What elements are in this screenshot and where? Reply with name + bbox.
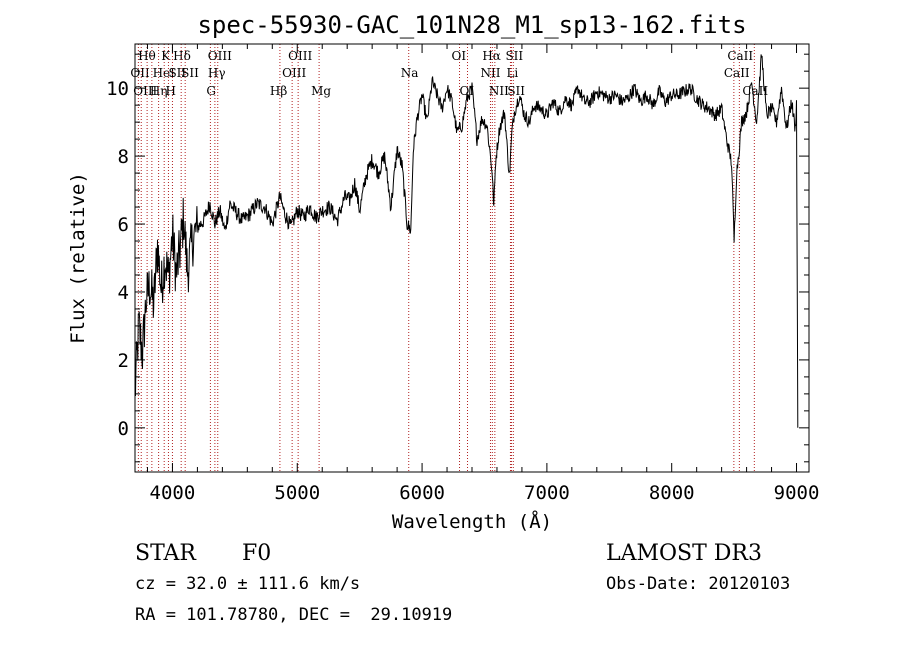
line-marker-label: NII — [480, 66, 500, 80]
line-marker-label: SII — [181, 66, 199, 80]
y-tick-label: 0 — [118, 418, 129, 440]
coordinates: RA = 101.78780, DEC = 29.10919 — [135, 605, 452, 625]
flux-series — [134, 54, 799, 428]
y-tick-label: 4 — [118, 282, 129, 304]
axes: 4000 5000 6000 7000 8000 9000 0 2 4 6 8 10 — [106, 44, 819, 504]
chart-title: spec-55930-GAC_101N28_M1_sp13-162.fits — [197, 11, 746, 39]
x-tick-label: 8000 — [649, 482, 695, 504]
y-tick-label: 8 — [118, 146, 129, 168]
observation-date: Obs-Date: 20120103 — [606, 574, 790, 594]
line-marker-label: Mg — [311, 84, 331, 98]
redshift-cz: cz = 32.0 ± 111.6 km/s — [135, 574, 360, 594]
line-marker-label: Hα — [482, 49, 501, 63]
survey-name: LAMOST DR3 — [606, 541, 762, 566]
x-tick-label: 6000 — [399, 482, 445, 504]
line-marker-label: SII — [505, 49, 523, 63]
x-axis-label: Wavelength (Å) — [392, 510, 552, 533]
line-marker-label: OIII — [282, 66, 306, 80]
spectral-line-markers: OIIOIIIHθHηHeIKHSIIHδSIIGHγOIIIHβOIIIOII… — [130, 44, 768, 472]
line-marker-label: OIII — [288, 49, 312, 63]
line-marker-label: G — [206, 84, 216, 98]
line-marker-label: HeI — [153, 66, 176, 80]
flux-line — [134, 54, 799, 428]
line-marker-label: Hγ — [208, 66, 226, 80]
line-marker-label: SII — [507, 84, 525, 98]
line-marker-label: Li — [506, 66, 518, 80]
line-marker-label: Hδ — [173, 49, 191, 63]
line-marker-label: Hη — [150, 84, 168, 98]
line-marker-label: H — [165, 84, 175, 98]
x-tick-label: 4000 — [150, 482, 196, 504]
line-marker-label: NII — [489, 84, 509, 98]
x-tick-label: 9000 — [774, 482, 820, 504]
line-marker-label: Hθ — [138, 49, 156, 63]
x-tick-label: 5000 — [274, 482, 320, 504]
line-marker-label: Na — [401, 66, 419, 80]
x-tick-label: 7000 — [524, 482, 570, 504]
y-tick-label: 6 — [118, 214, 129, 236]
line-marker-label: Hβ — [270, 84, 287, 98]
line-marker-label: OI — [452, 49, 467, 63]
line-marker-label: CaII — [724, 66, 750, 80]
y-tick-label: 2 — [118, 350, 129, 372]
object-class: STAR — [135, 541, 197, 566]
line-marker-label: OIII — [208, 49, 232, 63]
line-marker-label: SII — [168, 66, 186, 80]
line-marker-label: CaII — [742, 84, 768, 98]
line-marker-label: K — [161, 49, 171, 63]
spectral-subclass: F0 — [242, 541, 271, 566]
line-marker-label: OIII — [133, 84, 157, 98]
line-marker-label: CaII — [727, 49, 753, 63]
y-tick-label: 10 — [106, 78, 129, 100]
y-axis-label: Flux (relative) — [67, 172, 89, 344]
